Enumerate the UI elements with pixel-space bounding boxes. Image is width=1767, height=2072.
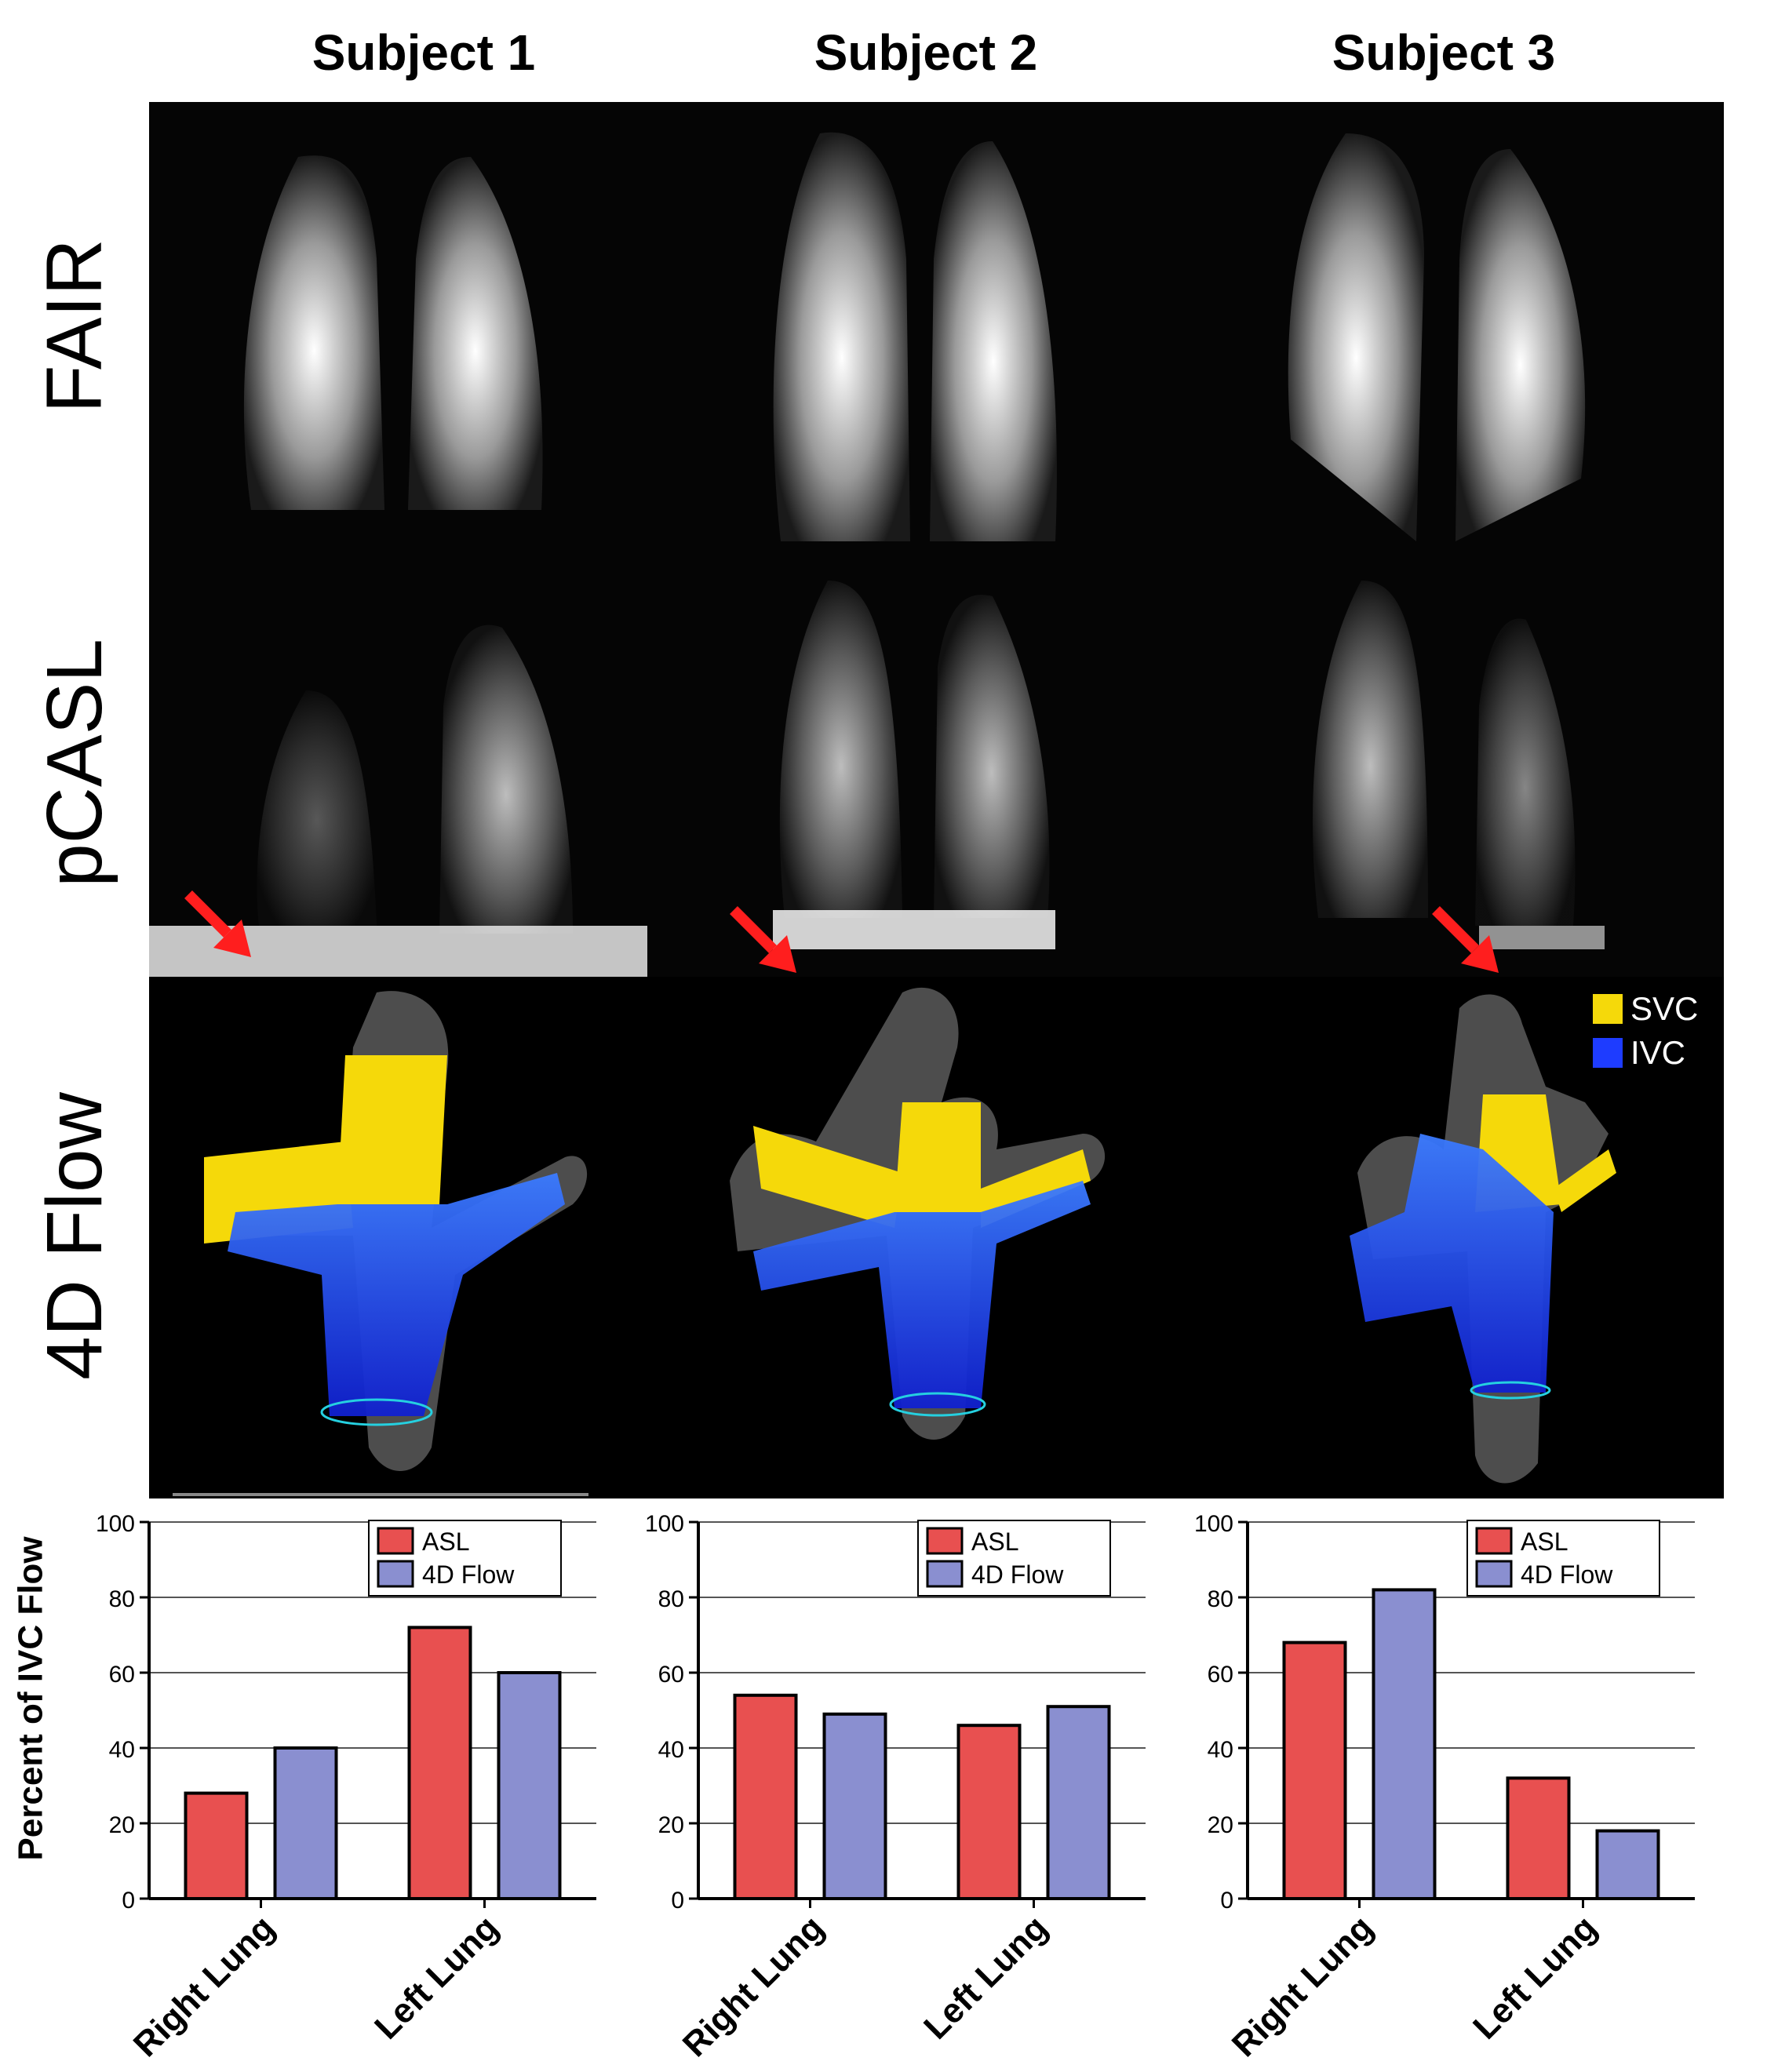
legend-swatch: [926, 1560, 964, 1588]
pcasl-image-subject-3: [1173, 549, 1724, 977]
column-title-subject-3: Subject 3: [1332, 24, 1556, 81]
legend-ivc: IVC: [1593, 1034, 1685, 1072]
y-tick-label: 60: [658, 1662, 684, 1688]
y-tick-label: 0: [122, 1888, 135, 1914]
svc-label: SVC: [1630, 990, 1699, 1027]
legend-swatch: [377, 1560, 414, 1588]
chart-subject-1: 0 20 40 60 80 100 Right Lung Left Lung ASL 4D Flo…: [63, 1506, 612, 2071]
right-lung-shape: [779, 581, 902, 918]
right-lung-shape: [1312, 581, 1428, 918]
x-category-label: Left Lung: [916, 1908, 1055, 2046]
bar-chart-svg: 0 20 40 60 80 100 Right Lung Left Lung ASL 4D Flo…: [1194, 1511, 1695, 2064]
column-title-subject-1: Subject 1: [312, 24, 536, 81]
y-tick-label: 0: [671, 1888, 684, 1914]
red-arrow-icon: [1432, 906, 1499, 973]
red-arrow-icon: [184, 890, 251, 957]
fair-image-subject-2: [647, 102, 1173, 549]
y-tick-label: 20: [1208, 1812, 1233, 1838]
y-tick-label: 60: [109, 1662, 135, 1688]
x-category-label: Right Lung: [126, 1908, 282, 2064]
vessel-render-subject-1: [204, 991, 588, 1471]
bar-asl-right-lung: [1282, 1640, 1347, 1900]
vessel-render-subject-2: [730, 987, 1106, 1440]
y-tick-label: 80: [109, 1586, 135, 1612]
bar-4d-flow-right-lung: [1372, 1588, 1437, 1901]
bar-4d-flow-right-lung: [822, 1712, 887, 1900]
y-tick-label: 100: [645, 1511, 684, 1537]
ivc-label: IVC: [1630, 1034, 1686, 1071]
y-tick-label: 40: [109, 1737, 135, 1763]
legend-label: ASL: [971, 1528, 1018, 1556]
pcasl-image-subject-1: [149, 549, 647, 977]
legend-swatch: [1475, 1527, 1513, 1555]
x-category-label: Left Lung: [1466, 1908, 1604, 2046]
x-category-label: Left Lung: [367, 1908, 505, 2046]
row-label-fair: FAIR: [30, 238, 118, 413]
labeling-artifact: [1479, 926, 1605, 949]
left-lung-shape: [439, 625, 573, 934]
legend-label: 4D Flow: [1521, 1560, 1613, 1589]
left-lung-shape: [1455, 149, 1586, 541]
legend-label: ASL: [422, 1528, 469, 1556]
y-tick-label: 100: [1194, 1511, 1233, 1537]
vessel-render-subject-3: [1350, 994, 1616, 1484]
left-lung-shape: [408, 157, 543, 510]
bar-asl-left-lung: [956, 1724, 1022, 1901]
chart-subject-3: 0 20 40 60 80 100 Right Lung Left Lung ASL 4D Flo…: [1161, 1506, 1711, 2071]
y-tick-label: 80: [1208, 1586, 1233, 1612]
y-tick-label: 20: [109, 1812, 135, 1838]
y-tick-label: 40: [1208, 1737, 1233, 1763]
labeling-artifact: [773, 910, 1055, 949]
bar-asl-right-lung: [733, 1693, 798, 1901]
x-category-label: Right Lung: [1225, 1908, 1381, 2064]
left-lung-shape: [930, 141, 1057, 541]
4d-flow-panel: [149, 977, 1724, 1498]
legend-label: 4D Flow: [971, 1560, 1064, 1589]
bar-chart-svg: 0 20 40 60 80 100 Right Lung Left Lung ASL 4D Flo…: [96, 1511, 596, 2064]
y-tick-label: 80: [658, 1586, 684, 1612]
legend-swatch: [1475, 1560, 1513, 1588]
bar-4d-flow-left-lung: [1595, 1829, 1660, 1901]
legend-svc: SVC: [1593, 990, 1698, 1028]
right-lung-shape: [257, 690, 377, 926]
red-arrow-icon: [730, 906, 796, 973]
bar-asl-left-lung: [1506, 1776, 1571, 1900]
right-lung-shape: [243, 155, 384, 510]
legend-swatch: [926, 1527, 964, 1555]
fair-image-subject-1: [149, 102, 647, 549]
bar-asl-right-lung: [184, 1791, 249, 1900]
row-label-pcasl: pCASL: [30, 639, 118, 887]
right-lung-shape: [1288, 133, 1424, 541]
bar-4d-flow-right-lung: [273, 1746, 338, 1900]
legend-swatch: [377, 1527, 414, 1555]
bar-asl-left-lung: [407, 1626, 472, 1900]
fair-image-subject-3: [1173, 102, 1724, 549]
y-axis-label: Percent of IVC Flow: [12, 1536, 51, 1861]
row-label-4dflow: 4D Flow: [30, 1091, 118, 1380]
y-tick-label: 100: [96, 1511, 135, 1537]
svc-swatch: [1593, 994, 1623, 1024]
bar-4d-flow-left-lung: [1046, 1705, 1111, 1900]
pcasl-image-subject-2: [647, 549, 1173, 977]
bar-4d-flow-left-lung: [497, 1671, 562, 1900]
ivc-swatch: [1593, 1038, 1623, 1068]
legend-label: 4D Flow: [422, 1560, 515, 1589]
right-lung-shape: [773, 132, 910, 541]
left-lung-shape: [934, 595, 1050, 918]
x-category-label: Right Lung: [676, 1908, 832, 2064]
column-title-subject-2: Subject 2: [814, 24, 1038, 81]
bar-chart-svg: 0 20 40 60 80 100 Right Lung Left Lung ASL 4D Flo…: [645, 1511, 1146, 2064]
y-tick-label: 0: [1220, 1888, 1233, 1914]
y-tick-label: 20: [658, 1812, 684, 1838]
chart-subject-2: 0 20 40 60 80 100 Right Lung Left Lung ASL 4D Flo…: [612, 1506, 1161, 2071]
legend-label: ASL: [1521, 1528, 1568, 1556]
y-tick-label: 40: [658, 1737, 684, 1763]
left-lung-shape: [1475, 618, 1576, 926]
y-tick-label: 60: [1208, 1662, 1233, 1688]
